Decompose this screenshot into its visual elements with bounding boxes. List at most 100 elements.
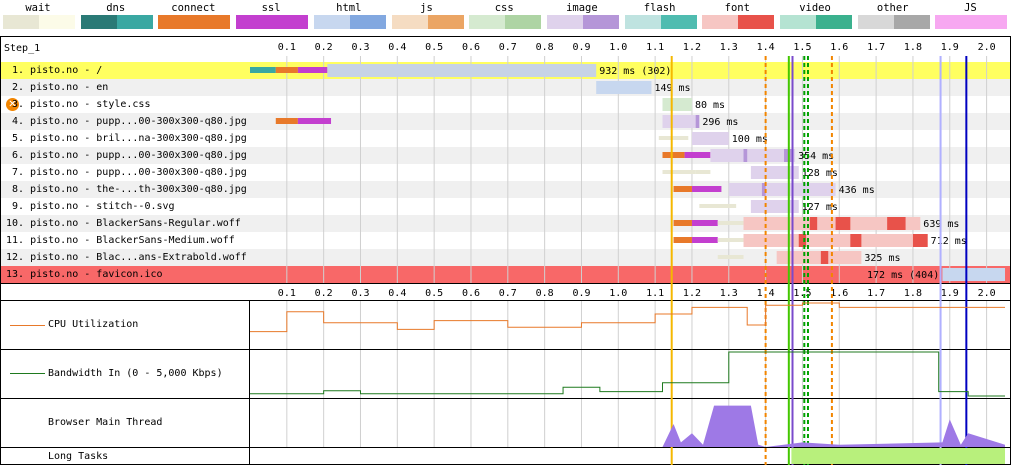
axis-tick-label: 1.7 [867,42,885,53]
step-label: Step_1 [4,43,41,54]
request-bar-segment [776,251,862,264]
long-tasks-panel-label: Long Tasks [48,451,109,462]
request-bar-segment [695,170,711,174]
request-time-label: 172 ms (404) [867,270,939,281]
legend-swatch-dns [80,15,153,29]
request-bar-segment [912,234,928,247]
legend-label-flash: flash [643,2,676,14]
request-bar-segment [717,238,744,242]
request-url-label: 12. pisto.no - Blac...ans-Extrabold.woff [6,252,247,263]
axis-tick-label: 0.1 [278,288,296,299]
request-bar-segment [695,115,700,128]
request-time-label: 436 ms [839,185,875,196]
axis-tick-label: 1.6 [830,42,848,53]
request-bar-segment [728,183,836,196]
legend-label-js: js [420,2,433,14]
request-row-label[interactable]: 2. pisto.no - en [0,79,248,96]
request-bar-segment [820,251,829,264]
request-time-label: 296 ms [702,117,738,128]
long-task-bar [791,448,1006,464]
request-row-label[interactable]: 6. pisto.no - pupp...00-300x300-q80.jpg [0,147,248,164]
request-row-label[interactable]: 1. pisto.no - / [0,62,248,79]
axis-tick-label: 0.2 [315,288,333,299]
request-row-label[interactable]: 10. pisto.no - BlackerSans-Regular.woff [0,215,248,232]
axis-tick-label: 0.7 [499,42,517,53]
axis-tick-label: 0.4 [388,42,406,53]
request-row-label[interactable]: 8. pisto.no - the-...th-300x300-q80.jpg [0,181,248,198]
request-bar-segment [835,217,851,230]
request-bar-segment [297,118,332,124]
request-row-label[interactable]: ✕ 3. pisto.no - style.css [0,96,248,113]
bandwidth-panel-label: Bandwidth In (0 - 5,000 Kbps) [48,368,223,379]
request-time-label: 100 ms [732,134,768,145]
request-bar-segment [798,234,807,247]
request-bar-segment [850,234,862,247]
request-bar-segment [761,183,766,196]
row-bg [1,113,1010,130]
axis-tick-label: 1.6 [830,288,848,299]
request-url-label: 10. pisto.no - BlackerSans-Regular.woff [6,218,241,229]
axis-tick-label: 0.8 [536,288,554,299]
request-bar-segment [275,118,298,124]
request-row-label[interactable]: 5. pisto.no - bril...na-300x300-q80.jpg [0,130,248,147]
request-bar-segment [662,170,696,174]
request-bar-segment [691,132,729,145]
request-row-label[interactable]: 11. pisto.no - BlackerSans-Medium.woff [0,232,248,249]
request-url-label: 13. pisto.no - favicon.ico [6,269,163,280]
axis-tick-label: 1.8 [904,288,922,299]
legend-label-wait: wait [25,2,51,14]
request-bar-segment [673,186,692,192]
legend-label-font: font [724,2,750,14]
axis-tick-label: 1.2 [683,288,701,299]
axis-tick-label: 0.7 [499,288,517,299]
main-thread-panel-label: Browser Main Thread [48,417,163,428]
axis-tick-label: 1.4 [757,288,775,299]
legend-swatch-css [469,15,542,29]
request-time-label: 354 ms [798,151,834,162]
request-row-label[interactable]: 7. pisto.no - pupp...00-300x300-q80.jpg [0,164,248,181]
axis-tick-label: 1.5 [793,42,811,53]
request-bar-segment [691,220,718,226]
request-bar-segment [275,67,298,73]
axis-tick-label: 0.8 [536,42,554,53]
request-row-label[interactable]: 9. pisto.no - stitch--0.svg [0,198,248,215]
request-url-label: 9. pisto.no - stitch--0.svg [12,201,175,212]
axis-tick-label: 0.3 [351,42,369,53]
axis-tick-label: 0.1 [278,42,296,53]
request-time-label: 80 ms [695,100,725,111]
request-url-label: 4. pisto.no - pupp...00-300x300-q80.jpg [12,116,247,127]
legend-swatch-js-execution [935,15,1008,29]
request-row-label[interactable]: 4. pisto.no - pupp...00-300x300-q80.jpg [0,113,248,130]
request-bar-segment [662,152,685,158]
request-bar-segment [743,234,928,247]
request-bar-segment [699,204,737,208]
request-bar-segment [596,81,652,94]
request-url-label: 6. pisto.no - pupp...00-300x300-q80.jpg [12,150,247,161]
cpu-panel-label: CPU Utilization [48,319,139,330]
axis-tick-label: 1.5 [793,288,811,299]
request-time-label: 325 ms [864,253,900,264]
request-row-label[interactable]: 13. pisto.no - favicon.ico [0,266,248,283]
request-url-label: 1. pisto.no - / [12,65,103,76]
axis-tick-label: 0.2 [315,42,333,53]
request-bar-segment [658,136,663,140]
request-bar-segment [684,152,711,158]
legend-swatch-other [857,15,930,29]
request-url-label: 3. pisto.no - style.css [12,99,151,110]
axis-tick-label: 1.0 [609,42,627,53]
legend-label-image: image [566,2,598,14]
legend-label-video: video [799,2,831,14]
legend-swatch-flash [624,15,697,29]
legend-swatch-font [702,15,775,29]
request-url-label: 7. pisto.no - pupp...00-300x300-q80.jpg [12,167,247,178]
axis-tick-label: 1.9 [941,288,959,299]
request-row-label[interactable]: 12. pisto.no - Blac...ans-Extrabold.woff [0,249,248,266]
row-bg [1,266,1010,283]
legend-swatch-image [546,15,619,29]
legend-swatch-js [391,15,464,29]
request-url-label: 2. pisto.no - en [12,82,109,93]
axis-tick-label: 2.0 [978,288,996,299]
legend-label-ssl: ssl [261,2,281,14]
request-bar-segment [662,136,689,140]
